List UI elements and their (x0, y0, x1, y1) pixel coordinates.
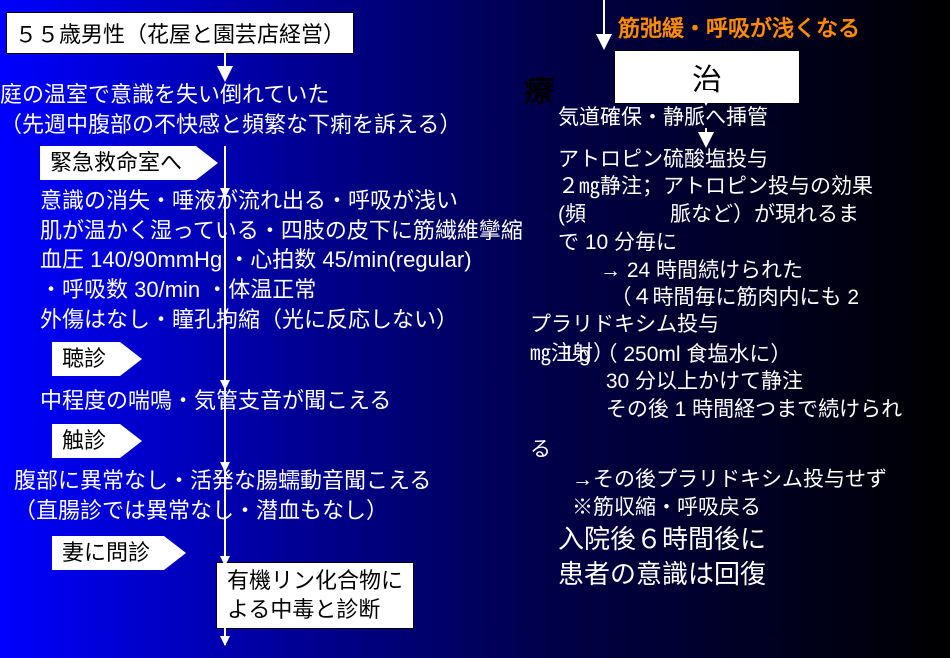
palp-l2: （直腸診では異常なし・潜血もなし） (14, 496, 431, 526)
step-palp-label: 触診 (52, 424, 120, 458)
step-palp-tip (120, 424, 142, 458)
tx-l1: 気道確保・静脈へ挿管 (558, 104, 873, 132)
step-auscult-tip (120, 342, 142, 376)
tx-l3f: ※筋収縮・呼吸戻る (530, 494, 761, 522)
tx-l3-block: プラリドキシム投与 １g （ 250ml 食塩水に） 30 分以上かけて静注 そ… (530, 311, 902, 424)
findings-l4: ・呼吸数 30/min ・体温正常 (40, 275, 523, 305)
step-wife-tab: 妻に問診 (52, 536, 186, 570)
tx-block: 気道確保・静脈へ挿管 アトロピン硫酸塩投与 ２㎎静注；アトロピン投与の効果 (頻… (558, 104, 873, 312)
step-er-tab: 緊急救命室へ (40, 146, 218, 180)
tx-l2d: で 10 分毎に (558, 229, 873, 257)
tx-l2e: → 24 時間続けられた (558, 257, 873, 285)
diagnosis-l2: よる中毒と診断 (227, 596, 403, 625)
treatment-title-box: 治 (614, 50, 800, 104)
findings-l3: 血圧 140/90mmHg ・心拍数 45/min(regular) (40, 245, 523, 275)
findings-l2: 肌が温かく湿っている・四肢の皮下に筋繊維攣縮 (40, 216, 523, 246)
tx-l2a: アトロピン硫酸塩投与 (558, 146, 873, 174)
patient-text: ５５歳男性（花屋と園芸店経営） (15, 22, 345, 47)
diagnosis-l1: 有機リン化合物に (227, 567, 403, 596)
step-er-label: 緊急救命室へ (40, 146, 196, 180)
context-block: 庭の温室で意識を失い倒れていた （先週中腹部の不快感と頻繁な下痢を訴える） (0, 80, 461, 139)
outcome-block: 入院後６時間後に 患者の意識は回復 (558, 522, 766, 592)
treatment-title: 治 (692, 64, 722, 97)
palp-l1: 腹部に異常なし・活発な腸蠕動音聞こえる (14, 466, 431, 496)
step-wife-tip (164, 536, 186, 570)
step-auscult-label: 聴診 (52, 342, 120, 376)
tx-l3e: →その後プラリドキシム投与せず (530, 466, 887, 494)
step-palp-tab: 触診 (52, 424, 142, 458)
findings-l1: 意識の消失・唾液が流れ出る・呼吸が浅い (40, 186, 523, 216)
outcome-l1: 入院後６時間後に (558, 522, 766, 557)
patient-box: ５５歳男性（花屋と園芸店経営） (6, 12, 354, 54)
palp-block: 腹部に異常なし・活発な腸蠕動音聞こえる （直腸診では異常なし・潜血もなし） (14, 466, 431, 525)
auscult-text: 中程度の喘鳴・気管支音が聞こえる (40, 386, 391, 416)
context-line2: （先週中腹部の不快感と頻繁な下痢を訴える） (0, 110, 461, 140)
tx-l3d: その後 1 時間経つまで続けられ (558, 396, 902, 424)
findings-block: 意識の消失・唾液が流れ出る・呼吸が浅い 肌が温かく湿っている・四肢の皮下に筋繊維… (40, 186, 523, 334)
step-wife-label: 妻に問診 (52, 536, 164, 570)
step-er-tip (196, 146, 218, 180)
tx-l3a: プラリドキシム投与 (530, 311, 902, 339)
outcome-l2: 患者の意識は回復 (558, 557, 766, 592)
step-auscult-tab: 聴診 (52, 342, 142, 376)
tx-l3c: 30 分以上かけて静注 (558, 368, 902, 396)
treatment-title2: 療 (524, 72, 554, 113)
findings-l5: 外傷はなし・瞳孔拘縮（光に反応しない） (40, 305, 523, 335)
diagnosis-box: 有機リン化合物に よる中毒と診断 (216, 562, 414, 629)
top-orange: 筋弛緩・呼吸が浅くなる (618, 14, 860, 44)
context-line1: 庭の温室で意識を失い倒れていた (0, 80, 461, 110)
tx-l2f: （４時間毎に筋肉内にも 2 (558, 284, 873, 312)
tx-l3d2: る (530, 436, 551, 464)
tx-l2c: (頻 脈など）が現れるま (558, 201, 873, 229)
tx-l3b: １g （ 250ml 食塩水に） (558, 341, 902, 369)
tx-l2b: ２㎎静注；アトロピン投与の効果 (558, 173, 873, 201)
